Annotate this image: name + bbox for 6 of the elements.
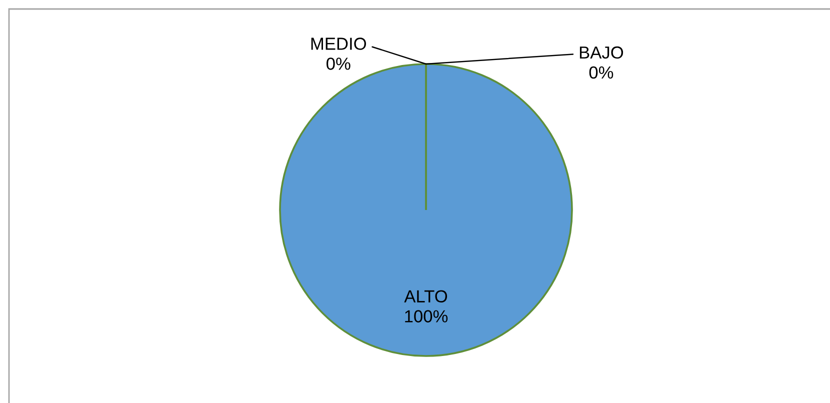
data-label: 100%	[405, 310, 448, 322]
category-label: BAJO	[580, 46, 624, 59]
legend-label: MEDIO	[311, 38, 366, 50]
text: 0%	[589, 66, 614, 79]
text: 0%	[326, 58, 350, 70]
slice-label: ALTO	[404, 290, 448, 302]
